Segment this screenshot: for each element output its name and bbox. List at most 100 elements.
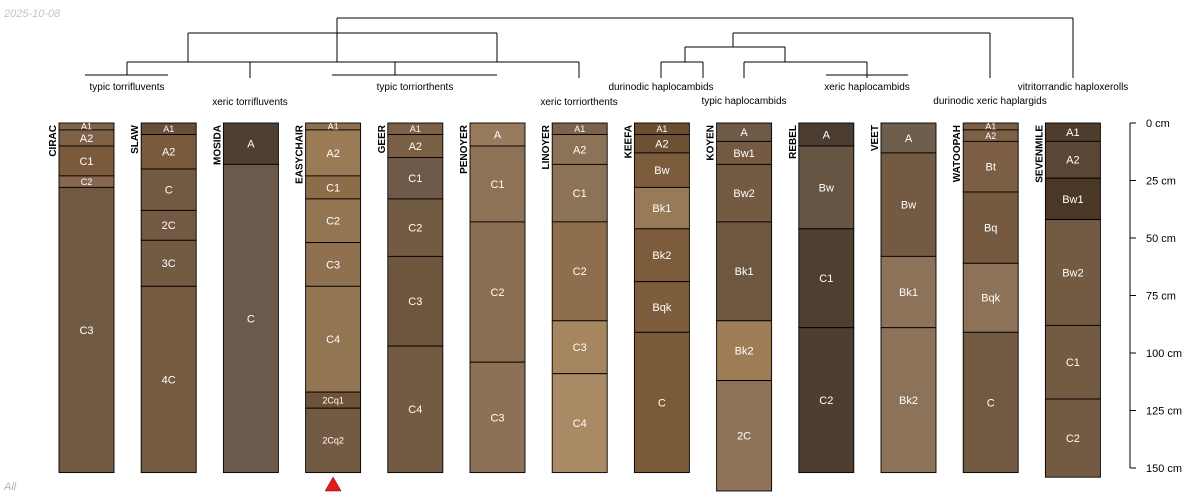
- horizon-2c: [140, 209, 197, 241]
- horizon-label: C2: [1066, 433, 1080, 445]
- horizon-label: C2: [326, 216, 340, 228]
- horizon-label: Bk2: [735, 346, 754, 358]
- horizon-label: A1: [163, 124, 174, 134]
- horizon-label: 2C: [737, 431, 751, 443]
- horizon-label: C3: [79, 325, 93, 337]
- horizon-label: 4C: [162, 374, 176, 386]
- profile-name: VEET: [870, 125, 881, 151]
- taxon-label: durinodic xeric haplargids: [933, 96, 1046, 107]
- horizon-bw: [880, 152, 937, 257]
- horizon-label: Bk1: [652, 203, 671, 215]
- horizon-label: C: [658, 397, 666, 409]
- depth-axis: 0 cm 25 cm 50 cm 75 cm 100 cm 125 cm 150 cm: [1129, 118, 1182, 475]
- profile-name: MOSIDA: [212, 125, 223, 165]
- footer-label: All: [4, 481, 17, 493]
- horizon-label: C: [165, 185, 173, 197]
- horizon-4c: [140, 285, 197, 474]
- horizon-label: C3: [490, 412, 504, 424]
- horizon-label: A2: [326, 148, 339, 160]
- horizon-label: Bk1: [899, 287, 918, 299]
- profile-geer: A1 A2 C1 C2 C3 C4 GEER: [377, 122, 444, 474]
- horizon-label: C4: [408, 404, 422, 416]
- horizon-label: Bw: [901, 200, 916, 212]
- horizon-a: [880, 122, 937, 154]
- horizon-2cq2: [305, 407, 362, 474]
- horizon-c1: [58, 145, 115, 177]
- horizon-a2: [305, 129, 362, 177]
- profile-easychair: A1 A2 C1 C2 C3 C4 2Cq1 2Cq2 EASYCHAIR: [295, 122, 362, 474]
- profile-name: KOYEN: [706, 125, 717, 161]
- horizon-c2: [469, 221, 526, 363]
- axis-tick-label: 150 cm: [1146, 463, 1182, 475]
- horizon-label: Bw: [819, 182, 834, 194]
- horizon-c3: [387, 255, 444, 347]
- horizon-label: Bk2: [652, 250, 671, 262]
- horizon-c2: [551, 221, 608, 322]
- horizon-c: [962, 331, 1019, 474]
- axis-tick-label: 125 cm: [1146, 406, 1182, 418]
- horizon-label: Bw2: [1062, 267, 1083, 279]
- horizon-bw2: [1044, 219, 1101, 326]
- profile-keefa: A1 A2 Bw Bk1 Bk2 Bqk C KEEFA: [623, 122, 690, 474]
- horizon-label: C4: [573, 418, 587, 430]
- horizon-c3: [469, 361, 526, 474]
- horizon-c2: [1044, 398, 1101, 478]
- axis-tick-label: 50 cm: [1146, 233, 1176, 245]
- horizon-label: C2: [573, 266, 587, 278]
- horizon-c1: [551, 163, 608, 223]
- horizon-bq: [962, 191, 1019, 264]
- horizon-label: A2: [573, 144, 586, 156]
- horizon-label: C1: [79, 156, 93, 168]
- horizon-label: C3: [573, 342, 587, 354]
- horizon-label: C2: [408, 223, 422, 235]
- profile-name: KEEFA: [623, 125, 634, 158]
- horizon-2c: [716, 380, 773, 492]
- horizon-c4: [387, 345, 444, 474]
- horizon-a: [222, 122, 279, 165]
- horizon-label: A: [247, 139, 255, 151]
- marker: [324, 476, 342, 492]
- profile-slaw: A1 A2 C 2C 3C 4C SLAW: [130, 122, 197, 474]
- axis-tick-label: 75 cm: [1146, 291, 1176, 303]
- horizon-bk1: [716, 221, 773, 322]
- profile-name: SEVENMILE: [1034, 125, 1045, 183]
- horizon-label: 2Cq2: [322, 436, 344, 446]
- horizon-label: A: [740, 127, 748, 139]
- horizon-c1: [798, 228, 855, 329]
- horizon-bk2: [880, 327, 937, 474]
- horizon-label: Bw1: [1062, 194, 1083, 206]
- horizon-label: C2: [490, 287, 504, 299]
- axis-tick-label: 0 cm: [1146, 118, 1170, 130]
- profile-mosida: A C MOSIDA: [212, 122, 279, 474]
- profile-rebel: A Bw C1 C2 REBEL: [788, 122, 855, 474]
- profile-name: EASYCHAIR: [295, 124, 306, 184]
- taxon-label: durinodic haplocambids: [608, 82, 713, 93]
- horizon-c4: [305, 285, 362, 393]
- horizon-label: A2: [985, 131, 996, 141]
- horizon-label: 3C: [162, 258, 176, 270]
- profile-name: WATOOPAH: [952, 125, 963, 182]
- profile-sevenmile: A1 A2 Bw1 Bw2 C1 C2 SEVENMILE: [1034, 122, 1101, 478]
- horizon-c3: [551, 320, 608, 375]
- triangle-marker-icon: [324, 476, 342, 492]
- profile-koyen: A Bw1 Bw2 Bk1 Bk2 2C KOYEN: [706, 122, 773, 492]
- horizon-bw2: [716, 163, 773, 223]
- horizon-a2: [140, 134, 197, 170]
- taxon-label: typic haplocambids: [701, 96, 786, 107]
- horizon-c4: [551, 373, 608, 474]
- horizon-a2: [1044, 140, 1101, 179]
- horizon-label: 2Cq1: [322, 395, 344, 405]
- horizon-label: C1: [1066, 357, 1080, 369]
- horizon-label: C3: [408, 296, 422, 308]
- horizon-c1: [387, 157, 444, 200]
- horizon-label: Bk2: [899, 395, 918, 407]
- horizon-c2: [305, 198, 362, 244]
- horizon-label: A2: [162, 147, 175, 159]
- horizon-label: C: [247, 313, 255, 325]
- horizon-label: Bq: [984, 223, 997, 235]
- horizon-label: C1: [490, 179, 504, 191]
- profile-name: LINOYER: [541, 124, 552, 169]
- horizon-c2: [798, 327, 855, 474]
- horizon-bqk: [633, 281, 690, 333]
